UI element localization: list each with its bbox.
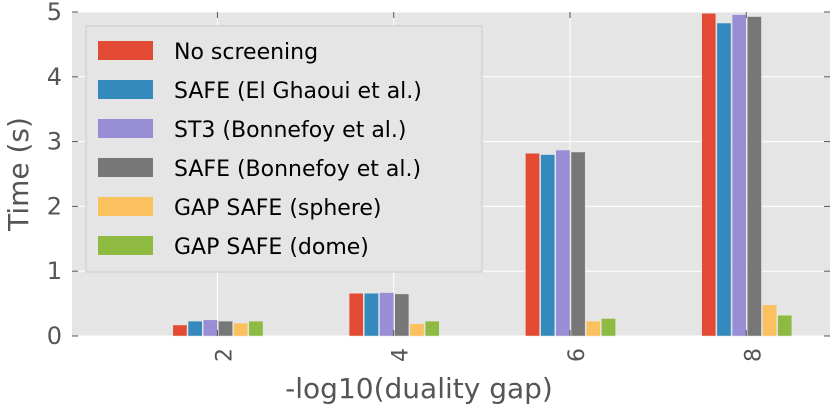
legend-swatch — [98, 236, 153, 255]
bar-st3-bonnefoy-et-al--2 — [202, 319, 218, 337]
bar-safe-bonnefoy-et-al--6 — [570, 151, 586, 337]
legend-label: No screening — [174, 40, 318, 65]
bar-st3-bonnefoy-et-al--4 — [379, 292, 394, 337]
bar-gap-safe-dome--6 — [601, 318, 616, 337]
bar-safe-el-ghaoui-et-al--4 — [364, 292, 379, 337]
bar-gap-safe-dome--4 — [424, 320, 440, 337]
y-tick-label: 2 — [47, 192, 62, 220]
legend-swatch — [98, 80, 153, 99]
y-tick-label: 0 — [47, 322, 62, 350]
bar-gap-safe-sphere--2 — [233, 322, 249, 337]
bar-safe-bonnefoy-et-al--8 — [747, 16, 762, 337]
y-tick-label: 1 — [47, 257, 62, 285]
bar-gap-safe-sphere--6 — [585, 320, 601, 337]
bar-safe-bonnefoy-et-al--4 — [394, 293, 410, 337]
legend-label: ST3 (Bonnefoy et al.) — [174, 118, 407, 143]
bar-no-screening-2 — [172, 324, 188, 337]
bar-no-screening-8 — [701, 13, 717, 337]
x-tick-label: 2 — [212, 348, 237, 362]
legend-swatch — [98, 119, 153, 138]
y-tick-label: 5 — [47, 0, 62, 26]
bar-st3-bonnefoy-et-al--8 — [731, 14, 747, 337]
legend-box — [85, 25, 483, 273]
legend-label: GAP SAFE (dome) — [174, 235, 369, 260]
bar-st3-bonnefoy-et-al--6 — [555, 149, 571, 337]
x-tick-label: 4 — [389, 348, 414, 362]
bar-gap-safe-dome--2 — [248, 320, 264, 337]
bar-safe-bonnefoy-et-al--2 — [218, 320, 233, 337]
legend-swatch — [98, 197, 153, 216]
bar-no-screening-4 — [348, 292, 364, 337]
legend-label: GAP SAFE (sphere) — [174, 196, 382, 221]
legend-label: SAFE (Bonnefoy et al.) — [174, 157, 421, 182]
x-tick-label: 6 — [565, 348, 590, 362]
bar-gap-safe-dome--8 — [777, 315, 793, 337]
bar-no-screening-6 — [525, 153, 540, 337]
legend-swatch — [98, 41, 153, 60]
x-tick-label: 8 — [741, 348, 766, 362]
bar-gap-safe-sphere--4 — [409, 323, 425, 337]
legend-label: SAFE (El Ghaoui et al.) — [174, 79, 422, 104]
bar-safe-el-ghaoui-et-al--8 — [716, 22, 732, 337]
x-axis-label: -log10(duality gap) — [285, 372, 553, 405]
bar-gap-safe-sphere--8 — [762, 304, 777, 337]
y-tick-label: 4 — [47, 63, 62, 91]
bar-safe-el-ghaoui-et-al--2 — [187, 320, 203, 337]
y-axis-label: Time (s) — [2, 117, 35, 232]
bar-safe-el-ghaoui-et-al--6 — [540, 154, 556, 337]
legend-swatch — [98, 158, 153, 177]
y-tick-label: 3 — [47, 128, 62, 156]
